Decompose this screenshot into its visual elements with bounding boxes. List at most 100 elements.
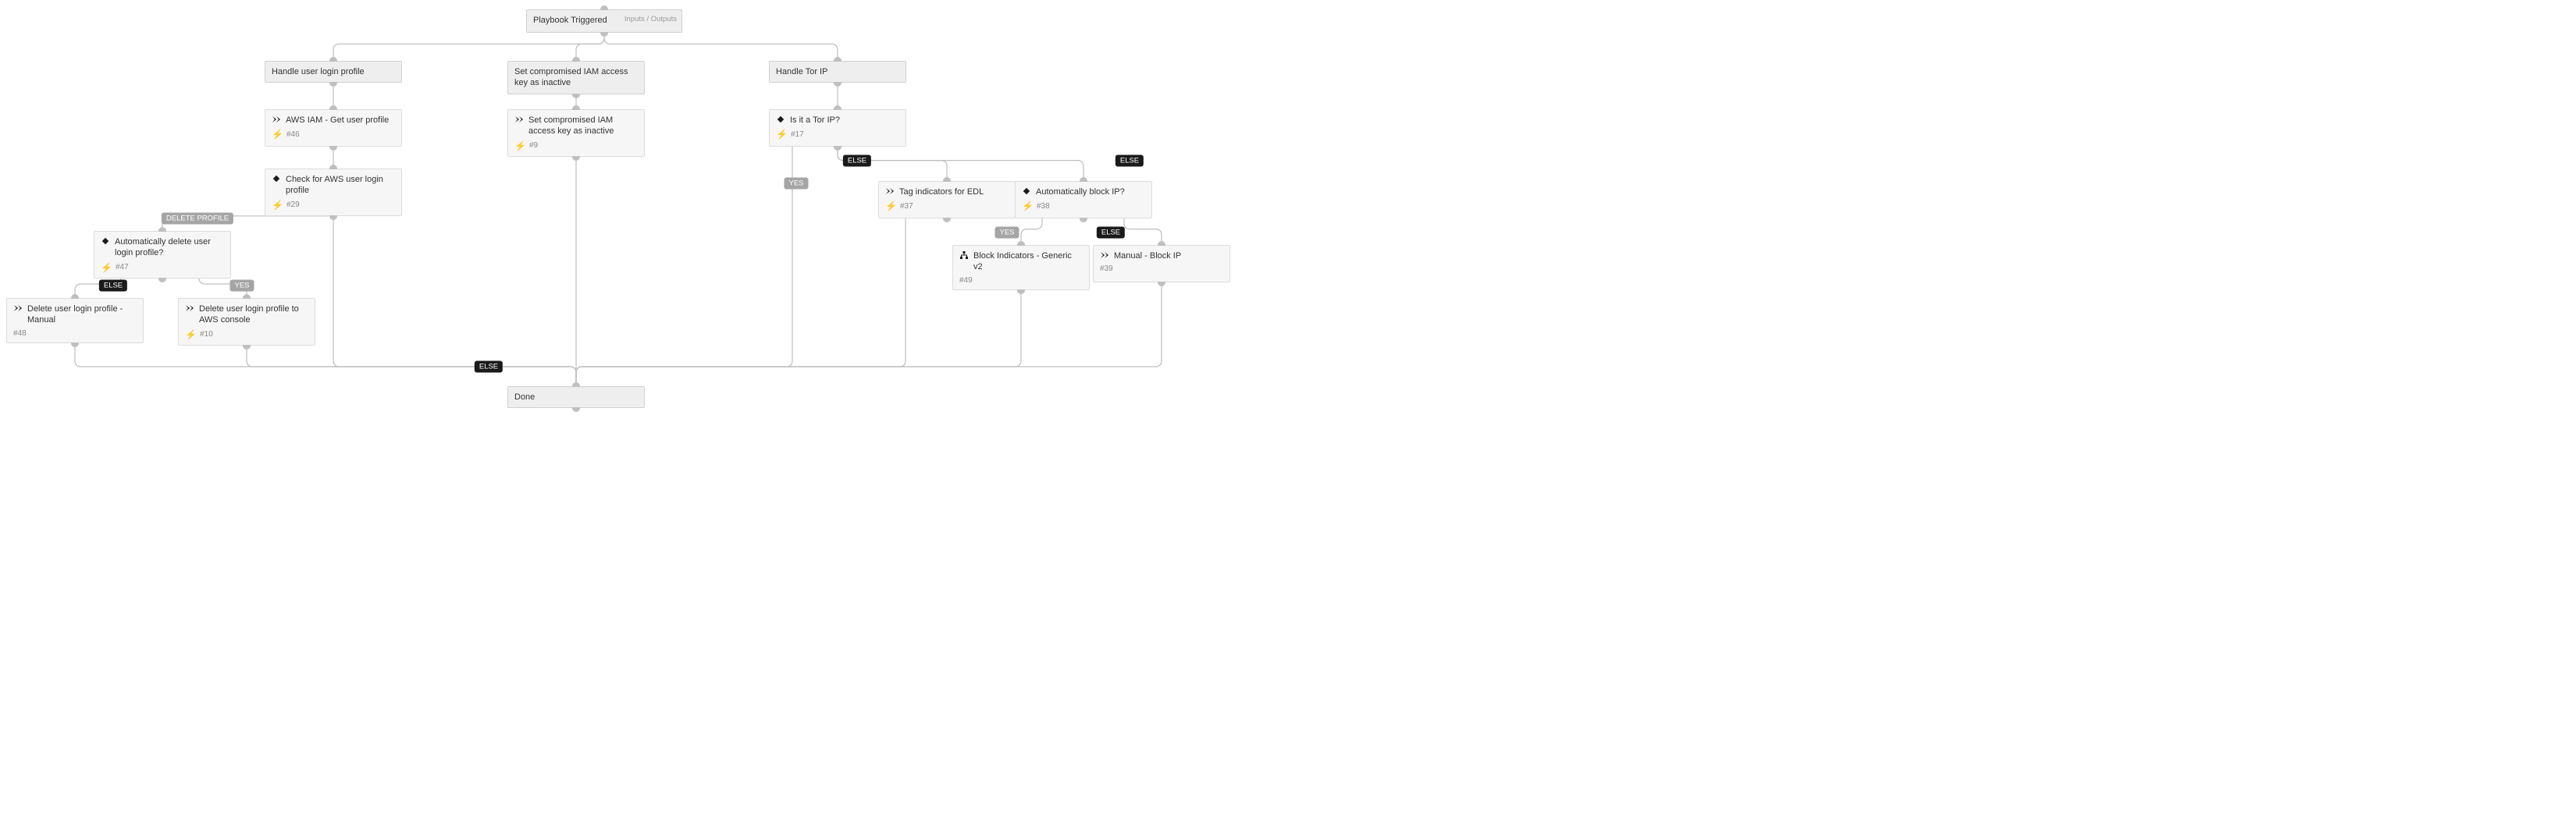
node-title: Set compromised IAM access key as inacti… <box>514 67 628 87</box>
node-n46[interactable]: AWS IAM - Get user profile⚡#46 <box>265 109 402 147</box>
bolt-icon: ⚡ <box>514 140 526 151</box>
port-out <box>243 345 251 350</box>
port-in <box>1080 177 1087 182</box>
node-title: Automatically block IP? <box>1036 186 1125 197</box>
bolt-icon: ⚡ <box>272 200 283 211</box>
bolt-icon: ⚡ <box>185 329 197 340</box>
port-in <box>834 105 841 110</box>
node-title: Playbook Triggered <box>533 16 607 25</box>
diamond-icon <box>1022 186 1031 196</box>
edge-label: ELSE <box>475 361 503 373</box>
edge-label: YES <box>784 178 808 190</box>
node-sec_login[interactable]: Handle user login profile <box>265 61 402 83</box>
task-id: #9 <box>529 141 538 150</box>
diamond-icon <box>776 115 785 124</box>
port-in <box>572 105 580 110</box>
node-title: Block Indicators - Generic v2 <box>973 250 1083 273</box>
port-out <box>834 146 841 151</box>
node-sec_iam[interactable]: Set compromised IAM access key as inacti… <box>507 61 645 94</box>
port-in <box>600 5 608 10</box>
diamond-icon <box>272 174 281 183</box>
task-id: #48 <box>13 329 27 338</box>
arrow-icon <box>13 303 23 313</box>
port-out <box>329 215 337 220</box>
node-title: Delete user login profile to AWS console <box>199 303 308 326</box>
edge-label: ELSE <box>843 155 871 167</box>
port-out <box>71 342 79 347</box>
node-n10[interactable]: Delete user login profile to AWS console… <box>178 298 315 346</box>
node-title: Check for AWS user login profile <box>286 174 395 197</box>
bolt-icon: ⚡ <box>1022 201 1034 211</box>
node-n48[interactable]: Delete user login profile - Manual#48 <box>6 298 144 343</box>
node-n39[interactable]: Manual - Block IP#39 <box>1093 245 1230 282</box>
port-out <box>1017 289 1025 294</box>
port-out <box>572 407 580 412</box>
port-in <box>329 165 337 169</box>
tree-icon <box>959 250 969 260</box>
port-in <box>158 227 166 232</box>
diamond-icon <box>101 236 110 246</box>
port-out <box>943 218 951 222</box>
port-in <box>1158 241 1165 246</box>
node-n37[interactable]: Tag indicators for EDL⚡#37 <box>878 181 1016 218</box>
edge-label: YES <box>994 227 1019 239</box>
task-id: #38 <box>1037 202 1050 211</box>
node-n47[interactable]: Automatically delete user login profile?… <box>94 231 231 279</box>
task-id: #29 <box>286 201 300 209</box>
arrow-icon <box>272 115 281 124</box>
node-trigger[interactable]: Playbook Triggered Inputs / Outputs <box>526 9 682 33</box>
port-out <box>158 278 166 282</box>
inputs-outputs-link[interactable]: Inputs / Outputs <box>624 15 677 23</box>
task-id: #49 <box>959 276 973 285</box>
node-title: AWS IAM - Get user profile <box>286 115 389 126</box>
node-n29[interactable]: Check for AWS user login profile⚡#29 <box>265 169 402 216</box>
edge-label: ELSE <box>99 280 127 292</box>
node-title: Delete user login profile - Manual <box>27 303 137 326</box>
port-in <box>572 57 580 62</box>
node-title: Done <box>514 392 535 402</box>
bolt-icon: ⚡ <box>885 201 897 211</box>
arrow-icon <box>514 115 524 124</box>
task-id: #47 <box>116 263 129 271</box>
task-id: #37 <box>900 202 913 211</box>
port-in <box>329 105 337 110</box>
port-out <box>1080 218 1087 222</box>
port-out <box>1158 282 1165 286</box>
port-in <box>243 294 251 299</box>
bolt-icon: ⚡ <box>272 129 283 140</box>
arrow-icon <box>185 303 194 313</box>
task-id: #39 <box>1100 264 1113 273</box>
node-n17[interactable]: Is it a Tor IP?⚡#17 <box>769 109 906 147</box>
node-title: Handle user login profile <box>272 67 365 76</box>
flowchart-canvas: Playbook Triggered Inputs / Outputs Handle… <box>0 0 1288 417</box>
task-id: #46 <box>286 130 300 139</box>
node-done[interactable]: Done <box>507 386 645 408</box>
node-title: Handle Tor IP <box>776 67 827 76</box>
task-id: #17 <box>791 130 804 139</box>
task-id: #10 <box>200 330 213 339</box>
arrow-icon <box>885 186 895 196</box>
edge-label: ELSE <box>1097 227 1125 239</box>
node-title: Automatically delete user login profile? <box>115 236 224 259</box>
bolt-icon: ⚡ <box>101 262 112 273</box>
bolt-icon: ⚡ <box>776 129 788 140</box>
node-n9[interactable]: Set compromised IAM access key as inacti… <box>507 109 645 157</box>
arrow-icon <box>1100 250 1109 260</box>
edge-label: ELSE <box>1115 155 1144 167</box>
port-in <box>943 177 951 182</box>
port-out <box>329 82 337 87</box>
port-out <box>329 146 337 151</box>
port-in <box>1017 241 1025 246</box>
node-title: Is it a Tor IP? <box>790 115 840 126</box>
node-n38[interactable]: Automatically block IP?⚡#38 <box>1015 181 1152 218</box>
port-in <box>834 57 841 62</box>
port-out <box>572 156 580 161</box>
port-in <box>329 57 337 62</box>
edge-label: YES <box>229 280 254 292</box>
port-out <box>572 94 580 98</box>
port-out <box>600 32 608 37</box>
node-sec_tor[interactable]: Handle Tor IP <box>769 61 906 83</box>
port-in <box>572 382 580 387</box>
node-title: Manual - Block IP <box>1114 250 1181 261</box>
node-n49[interactable]: Block Indicators - Generic v2#49 <box>952 245 1090 290</box>
